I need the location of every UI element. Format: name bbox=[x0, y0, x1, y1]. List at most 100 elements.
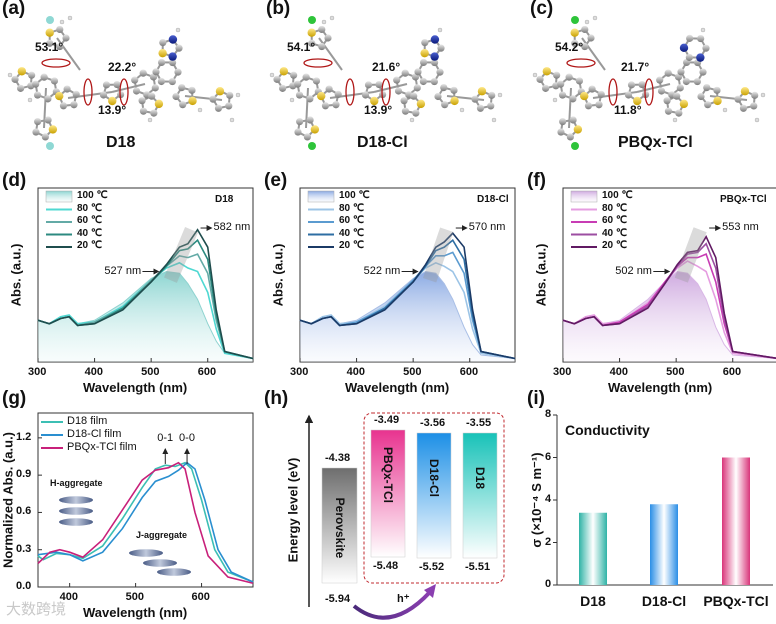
y-tick-label: 0.9 bbox=[16, 468, 32, 481]
sulfur-atom bbox=[45, 28, 54, 37]
peak-annotation: 582 nm bbox=[213, 221, 251, 234]
carbon-atom bbox=[40, 73, 48, 81]
bond bbox=[43, 87, 47, 129]
polymer-chain-icon bbox=[129, 549, 163, 557]
x-tick-label: 400 bbox=[59, 591, 79, 603]
legend-swatch bbox=[307, 190, 335, 203]
hydrogen-atom bbox=[491, 117, 497, 123]
carbon-atom bbox=[664, 69, 672, 77]
homo-value: -5.94 bbox=[325, 593, 351, 605]
carbon-atom bbox=[575, 77, 584, 85]
carbon-atom bbox=[682, 77, 690, 86]
molecule-name: D18-Cl bbox=[357, 134, 408, 151]
sulfur-atom bbox=[55, 91, 64, 101]
carbon-atom bbox=[334, 90, 342, 98]
legend-label: 100 ℃ bbox=[602, 190, 633, 201]
x-tick-label: 400 bbox=[346, 366, 365, 378]
legend-label: 60 ℃ bbox=[77, 215, 103, 226]
hydrogen-atom bbox=[147, 117, 153, 123]
carbon-atom bbox=[420, 58, 428, 67]
carbon-atom bbox=[693, 77, 701, 86]
x-tick-label: 400 bbox=[609, 366, 628, 378]
carbon-atom bbox=[302, 73, 310, 81]
carbon-atom bbox=[624, 91, 633, 99]
panel-label-f: (f) bbox=[527, 170, 546, 191]
energy-level-bar bbox=[321, 467, 358, 584]
carbon-atom bbox=[557, 128, 565, 136]
y-axis-label: σ (×10⁻⁴ S m⁻¹) bbox=[529, 452, 544, 548]
hydrogen-atom bbox=[235, 92, 241, 98]
carbon-atom bbox=[44, 116, 52, 124]
carbon-atom bbox=[437, 44, 445, 52]
carbon-atom bbox=[588, 85, 596, 93]
carbon-atom bbox=[175, 44, 183, 52]
bond bbox=[111, 83, 146, 93]
polymer-chain-icon bbox=[143, 559, 177, 567]
category-label: D18 bbox=[580, 593, 606, 609]
sulfur-atom bbox=[542, 67, 552, 76]
legend-label: D18 film bbox=[67, 415, 108, 427]
halogen-atom bbox=[571, 16, 579, 24]
molecule-name: PBQx-TCl bbox=[618, 134, 693, 151]
carbon-atom bbox=[656, 76, 664, 84]
hydrogen-atom bbox=[67, 15, 73, 21]
carbon-atom bbox=[412, 109, 420, 117]
sulfur-atom bbox=[310, 125, 320, 134]
carbon-atom bbox=[581, 42, 589, 51]
y-tick-label: 4 bbox=[545, 493, 552, 505]
bar bbox=[722, 457, 750, 585]
halogen-atom bbox=[571, 142, 579, 150]
carbon-atom bbox=[226, 91, 234, 99]
carbon-atom bbox=[99, 91, 108, 99]
hydrogen-atom bbox=[592, 15, 598, 21]
carbon-atom bbox=[294, 80, 302, 88]
carbon-atom bbox=[169, 58, 177, 67]
plot-frame bbox=[37, 412, 254, 588]
category-label: PBQx-TCl bbox=[703, 593, 769, 609]
carbon-atom bbox=[179, 101, 187, 109]
carbon-atom bbox=[63, 85, 71, 93]
x-tick-label: 500 bbox=[666, 366, 685, 378]
hydrogen-atom bbox=[409, 117, 415, 123]
halogen-atom bbox=[308, 16, 316, 24]
x-tick-label: 600 bbox=[722, 366, 742, 378]
hydrogen-atom bbox=[269, 72, 275, 78]
energy-level-bar bbox=[370, 429, 406, 558]
carbon-atom bbox=[436, 68, 444, 76]
hydrogen-atom bbox=[7, 72, 13, 78]
homo-value: -5.52 bbox=[419, 561, 445, 573]
y-tick-label: 6 bbox=[545, 450, 552, 463]
carbon-atom bbox=[401, 107, 410, 115]
sulfur-atom bbox=[17, 67, 27, 76]
carbon-atom bbox=[50, 77, 59, 85]
carbon-atom bbox=[413, 84, 421, 92]
carbon-atom bbox=[565, 73, 573, 81]
sulfur-atom bbox=[158, 48, 167, 58]
y-tick-label: 8 bbox=[545, 408, 552, 420]
carbon-atom bbox=[597, 90, 605, 98]
carbon-atom bbox=[559, 118, 567, 126]
y-tick-label: 0.3 bbox=[16, 542, 32, 555]
arrowhead-icon bbox=[424, 584, 436, 598]
carbon-atom bbox=[627, 81, 636, 89]
carbon-atom bbox=[488, 91, 496, 99]
carbon-atom bbox=[569, 95, 577, 103]
series-fill-area bbox=[38, 271, 253, 362]
torsion-angle-3: 13.9° bbox=[364, 103, 393, 117]
carbon-atom bbox=[139, 107, 148, 115]
carbon-atom bbox=[685, 53, 693, 62]
carbon-atom bbox=[699, 68, 707, 76]
rotation-arrow-icon bbox=[303, 58, 333, 68]
sulfur-atom bbox=[307, 28, 316, 37]
hydrogen-atom bbox=[329, 15, 335, 21]
polymer-chain-icon bbox=[59, 507, 93, 515]
carbon-atom bbox=[664, 107, 673, 115]
carbon-atom bbox=[62, 34, 70, 42]
carbon-atom bbox=[296, 118, 304, 126]
halogen-atom bbox=[46, 142, 54, 150]
peak-annotation: 527 nm bbox=[104, 264, 142, 277]
carbon-atom bbox=[332, 101, 340, 109]
hydrogen-atom bbox=[497, 92, 503, 98]
lumo-value: -3.49 bbox=[374, 414, 400, 426]
carbon-atom bbox=[59, 102, 68, 110]
